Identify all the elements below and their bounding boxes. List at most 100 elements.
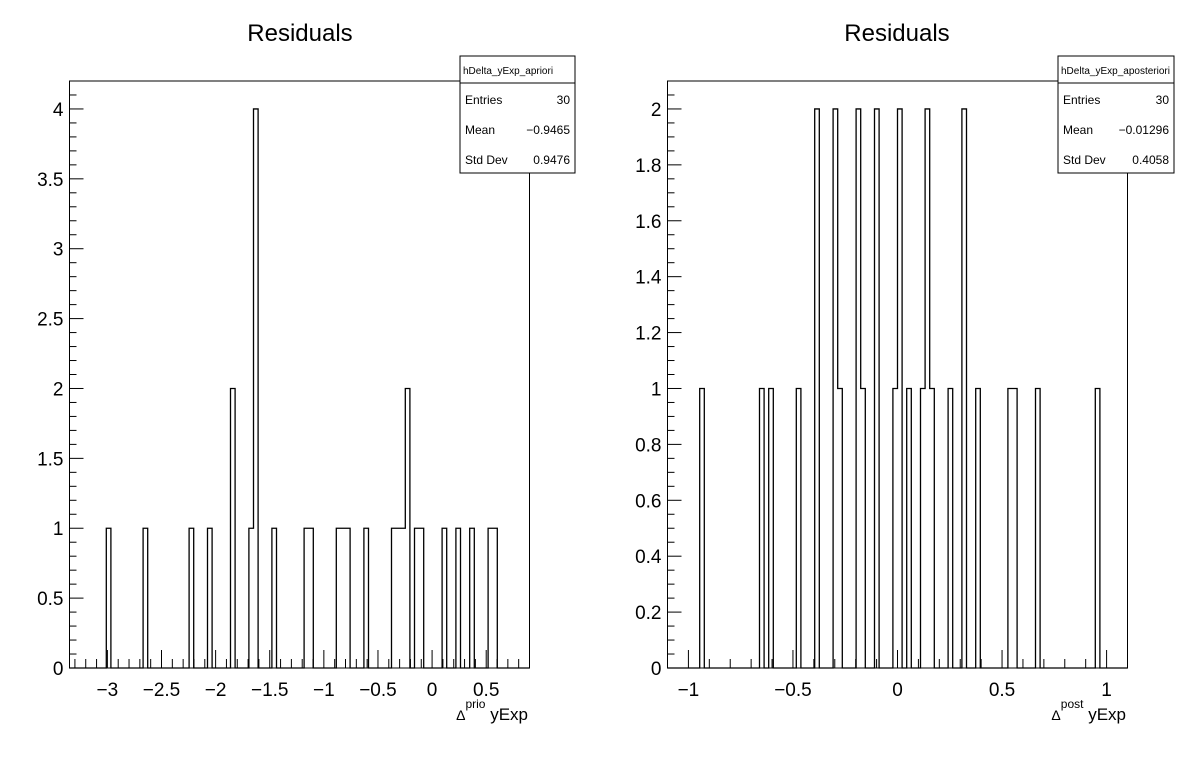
histogram-bin	[1008, 388, 1013, 668]
histogram-bin	[861, 388, 866, 668]
stats-value: −0.01296	[1119, 123, 1170, 137]
x-tick-label: −2.5	[143, 680, 181, 701]
histogram-bin	[856, 109, 861, 668]
histogram-bin	[272, 528, 277, 668]
y-tick-label: 1.2	[635, 324, 661, 345]
y-tick-label: 0.6	[635, 491, 661, 512]
x-tick-label: −1	[313, 680, 335, 701]
x-tick-label: −1.5	[251, 680, 289, 701]
x-tick-label: 0	[892, 680, 903, 701]
x-axis-label-symbol: Δ	[1051, 707, 1060, 723]
histogram-bin	[249, 528, 254, 668]
histogram-bin	[1013, 388, 1018, 668]
x-tick-label: 0	[427, 680, 438, 701]
histogram-bin	[769, 388, 774, 668]
histogram-outline	[69, 108, 530, 669]
y-axis: 0 0.2 0.4 0.6 0.8 1 1.2 1.4 1.6 1.8 2	[635, 80, 682, 680]
x-tick-label: −2	[205, 680, 227, 701]
stats-value: 30	[1156, 93, 1170, 107]
y-tick-label: 3.5	[37, 170, 63, 191]
x-tick-label: 0.5	[473, 680, 499, 701]
y-tick-label: 0	[651, 659, 662, 680]
histogram-bin	[493, 528, 498, 668]
chart-title: Residuals	[247, 20, 352, 47]
stats-label: Entries	[1063, 93, 1100, 107]
y-tick-label: 3	[53, 240, 64, 261]
histogram-bin	[208, 528, 213, 668]
histogram-bin	[189, 528, 194, 668]
y-axis: 0 0.5 1 1.5 2 2.5 3 3.5 4	[37, 80, 84, 680]
histogram-bin	[760, 388, 765, 668]
stats-value: −0.9465	[526, 123, 570, 137]
stats-box-frame	[1057, 55, 1175, 174]
histogram-bin	[419, 528, 424, 668]
x-axis-label-symbol: Δ	[456, 707, 465, 723]
x-axis-label: Δpost yExp	[1051, 697, 1126, 724]
stats-label: Mean	[465, 123, 495, 137]
x-axis-label: Δprio yExp	[456, 697, 528, 724]
stats-value: 30	[557, 93, 571, 107]
stats-box-frame	[459, 55, 576, 174]
y-tick-label: 1.6	[635, 212, 661, 233]
histogram-bin	[838, 388, 843, 668]
histogram-bin	[254, 109, 259, 668]
stats-value: 0.9476	[533, 153, 570, 167]
x-tick-label: 0.5	[989, 680, 1015, 701]
histogram-bin	[341, 528, 346, 668]
histogram-bin	[925, 109, 930, 668]
stats-box: hDelta_yExp_aposteriori Entries 30 Mean −0.0…	[1057, 55, 1175, 174]
stats-label: Entries	[465, 93, 502, 107]
histogram-bin	[962, 109, 967, 668]
histogram-bin	[405, 388, 410, 668]
x-axis-label-text: yExp	[490, 705, 528, 724]
stats-label: Std Dev	[465, 153, 508, 167]
histogram-bin	[948, 388, 953, 668]
x-axis-label-superscript: post	[1061, 697, 1084, 711]
histogram-bin	[815, 109, 820, 668]
histogram	[69, 108, 530, 669]
histogram-bin	[309, 528, 314, 668]
x-axis-label-superscript: prio	[465, 697, 485, 711]
histogram-bin	[976, 388, 981, 668]
histogram-bin	[456, 528, 461, 668]
x-tick-label: −0.5	[774, 680, 812, 701]
y-tick-label: 4	[53, 100, 64, 121]
histogram-bin	[875, 109, 880, 668]
histogram-bin	[231, 388, 236, 668]
histogram-bin	[1095, 388, 1100, 668]
histogram-bin	[415, 528, 420, 668]
histogram-bin	[930, 388, 935, 668]
histogram-bin	[488, 528, 493, 668]
y-tick-label: 0.8	[635, 435, 661, 456]
stats-box: hDelta_yExp_apriori Entries 30 Mean −0.9465 S…	[459, 55, 576, 174]
stats-histogram-name: hDelta_yExp_aposteriori	[1061, 66, 1170, 77]
x-tick-label: 1	[1101, 680, 1112, 701]
chart-title: Residuals	[844, 20, 949, 47]
histogram-bin	[401, 528, 406, 668]
x-axis: −3 −2.5 −2 −1.5 −1 −0.5 0 0.5	[74, 650, 530, 701]
histogram-bin	[921, 388, 926, 668]
y-tick-label: 1	[53, 519, 64, 540]
x-axis: −1 −0.5 0 0.5 1	[667, 650, 1128, 701]
histogram-bin	[143, 528, 148, 668]
y-tick-label: 1.4	[635, 268, 662, 289]
y-tick-label: 0.4	[635, 547, 662, 568]
histogram-outline	[667, 108, 1128, 669]
histogram-bin	[364, 528, 369, 668]
histogram-bin	[392, 528, 397, 668]
y-tick-label: 1.5	[37, 449, 63, 470]
histogram-bin	[796, 388, 801, 668]
x-axis-label-text: yExp	[1088, 705, 1126, 724]
stats-value: 0.4058	[1132, 153, 1169, 167]
histogram-bin	[304, 528, 309, 668]
histogram-bin	[700, 388, 705, 668]
histogram-bin	[1036, 388, 1041, 668]
histogram-bin	[346, 528, 351, 668]
histogram-bin	[893, 388, 898, 668]
y-tick-label: 0.2	[635, 603, 661, 624]
y-tick-label: 0	[53, 659, 64, 680]
y-tick-label: 2	[53, 379, 64, 400]
y-tick-label: 1	[651, 379, 662, 400]
y-tick-label: 0.5	[37, 589, 63, 610]
histogram-bin	[898, 109, 903, 668]
